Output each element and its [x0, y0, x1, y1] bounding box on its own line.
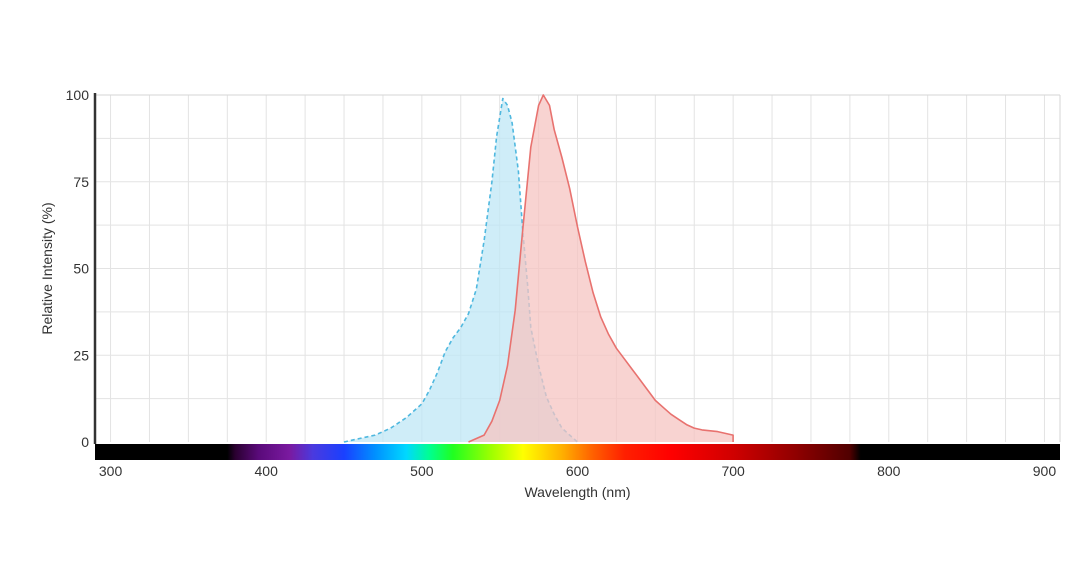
x-tick-label: 600 — [566, 463, 590, 479]
x-tick-label: 700 — [721, 463, 745, 479]
y-tick-label: 0 — [81, 434, 89, 450]
y-tick-label: 100 — [66, 87, 90, 103]
x-axis-title: Wavelength (nm) — [524, 484, 630, 500]
y-tick-label: 25 — [73, 347, 89, 363]
x-tick-label: 900 — [1033, 463, 1057, 479]
series-1-line — [343, 97, 579, 443]
y-axis-title: Relative Intensity (%) — [39, 202, 55, 334]
series-layer — [343, 94, 734, 443]
x-tick-label: 300 — [99, 463, 123, 479]
series-2-area — [468, 95, 734, 442]
x-tick-label: 800 — [877, 463, 901, 479]
x-tick-label: 500 — [410, 463, 434, 479]
series-2-line — [468, 94, 734, 443]
x-tick-label: 400 — [255, 463, 279, 479]
spectrum-bar — [95, 444, 1060, 460]
tick-labels: 300 400 500 600 700 800 900 0 25 50 75 100 — [66, 87, 1057, 479]
y-tick-label: 50 — [73, 261, 89, 277]
y-tick-label: 75 — [73, 174, 89, 190]
